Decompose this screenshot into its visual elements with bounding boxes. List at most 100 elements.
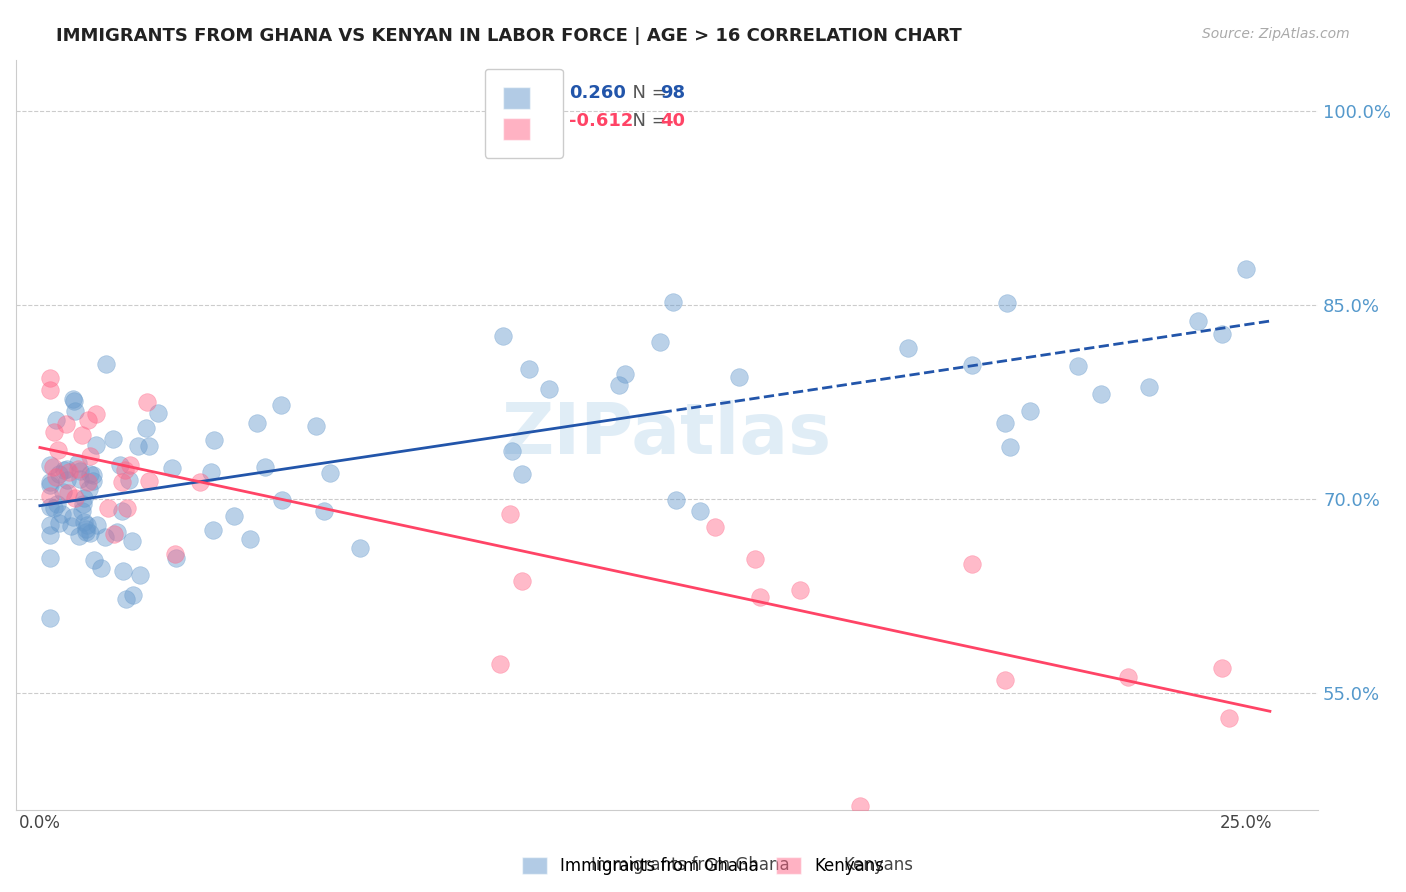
- Immigrants from Ghana: [662, 295, 685, 310]
- Immigrants from Ghana: [77, 482, 100, 496]
- Immigrants from Ghana: [312, 504, 335, 518]
- Kenyans: [704, 520, 727, 534]
- Immigrants from Ghana: [202, 523, 225, 537]
- Text: Source: ZipAtlas.com: Source: ZipAtlas.com: [1202, 27, 1350, 41]
- Text: N =: N =: [621, 112, 673, 130]
- Immigrants from Ghana: [75, 522, 97, 536]
- Kenyans: [489, 657, 512, 671]
- Immigrants from Ghana: [1137, 380, 1160, 394]
- Kenyans: [1211, 661, 1233, 675]
- Immigrants from Ghana: [72, 497, 94, 511]
- Immigrants from Ghana: [38, 551, 60, 566]
- Immigrants from Ghana: [38, 611, 60, 625]
- Text: ZIPatlas: ZIPatlas: [502, 401, 832, 469]
- Immigrants from Ghana: [45, 413, 67, 427]
- Legend: , : ,: [485, 69, 562, 158]
- Immigrants from Ghana: [517, 361, 540, 376]
- Immigrants from Ghana: [270, 398, 292, 412]
- Immigrants from Ghana: [1211, 326, 1233, 341]
- Kenyans: [76, 475, 98, 489]
- Kenyans: [111, 475, 134, 489]
- Immigrants from Ghana: [55, 473, 77, 487]
- Legend: Immigrants from Ghana, Kenyans: Immigrants from Ghana, Kenyans: [513, 849, 893, 884]
- Immigrants from Ghana: [501, 444, 523, 458]
- Immigrants from Ghana: [63, 404, 86, 418]
- Kenyans: [84, 407, 107, 421]
- Immigrants from Ghana: [96, 357, 118, 371]
- Kenyans: [38, 370, 60, 384]
- Immigrants from Ghana: [60, 519, 83, 533]
- Kenyans: [748, 590, 770, 604]
- Immigrants from Ghana: [222, 508, 245, 523]
- Immigrants from Ghana: [665, 492, 688, 507]
- Kenyans: [188, 475, 211, 490]
- Text: Kenyans: Kenyans: [844, 856, 914, 874]
- Immigrants from Ghana: [239, 533, 262, 547]
- Kenyans: [38, 489, 60, 503]
- Immigrants from Ghana: [115, 592, 138, 607]
- Immigrants from Ghana: [127, 438, 149, 452]
- Text: R =: R =: [530, 84, 569, 102]
- Kenyans: [115, 501, 138, 516]
- Immigrants from Ghana: [70, 503, 93, 517]
- Kenyans: [962, 557, 984, 571]
- Immigrants from Ghana: [728, 369, 751, 384]
- Immigrants from Ghana: [271, 493, 294, 508]
- Kenyans: [44, 425, 66, 440]
- Kenyans: [510, 574, 533, 588]
- Kenyans: [76, 413, 98, 427]
- Immigrants from Ghana: [1018, 404, 1040, 418]
- Immigrants from Ghana: [38, 458, 60, 473]
- Kenyans: [1218, 711, 1240, 725]
- Immigrants from Ghana: [121, 534, 143, 549]
- Immigrants from Ghana: [90, 561, 112, 575]
- Text: R =: R =: [530, 112, 569, 130]
- Kenyans: [79, 449, 101, 463]
- Kenyans: [120, 458, 142, 472]
- Immigrants from Ghana: [165, 550, 187, 565]
- Immigrants from Ghana: [105, 524, 128, 539]
- Immigrants from Ghana: [86, 517, 108, 532]
- Immigrants from Ghana: [48, 516, 70, 530]
- Immigrants from Ghana: [650, 335, 672, 350]
- Immigrants from Ghana: [38, 500, 60, 515]
- Immigrants from Ghana: [246, 416, 269, 430]
- Immigrants from Ghana: [897, 341, 920, 355]
- Immigrants from Ghana: [607, 377, 630, 392]
- Immigrants from Ghana: [111, 504, 134, 518]
- Immigrants from Ghana: [202, 434, 225, 448]
- Immigrants from Ghana: [135, 421, 157, 435]
- Immigrants from Ghana: [613, 367, 636, 381]
- Immigrants from Ghana: [960, 358, 983, 372]
- Kenyans: [58, 465, 80, 479]
- Text: Immigrants from Ghana: Immigrants from Ghana: [591, 856, 789, 874]
- Immigrants from Ghana: [1187, 314, 1209, 328]
- Kenyans: [499, 507, 522, 521]
- Immigrants from Ghana: [319, 467, 342, 481]
- Immigrants from Ghana: [538, 382, 561, 396]
- Text: 40: 40: [661, 112, 686, 130]
- Immigrants from Ghana: [76, 518, 98, 533]
- Immigrants from Ghana: [111, 564, 134, 578]
- Immigrants from Ghana: [82, 474, 104, 488]
- Immigrants from Ghana: [53, 463, 76, 477]
- Kenyans: [45, 469, 67, 483]
- Immigrants from Ghana: [62, 510, 84, 524]
- Immigrants from Ghana: [101, 432, 124, 446]
- Immigrants from Ghana: [108, 458, 131, 473]
- Immigrants from Ghana: [492, 329, 515, 343]
- Immigrants from Ghana: [48, 467, 70, 481]
- Immigrants from Ghana: [38, 518, 60, 533]
- Kenyans: [1118, 670, 1140, 684]
- Immigrants from Ghana: [44, 500, 66, 515]
- Immigrants from Ghana: [39, 475, 62, 490]
- Kenyans: [789, 583, 811, 598]
- Kenyans: [58, 486, 80, 500]
- Kenyans: [55, 417, 77, 432]
- Immigrants from Ghana: [83, 467, 105, 482]
- Immigrants from Ghana: [62, 392, 84, 406]
- Kenyans: [994, 673, 1017, 688]
- Kenyans: [46, 443, 69, 458]
- Immigrants from Ghana: [56, 461, 79, 475]
- Immigrants from Ghana: [122, 588, 145, 602]
